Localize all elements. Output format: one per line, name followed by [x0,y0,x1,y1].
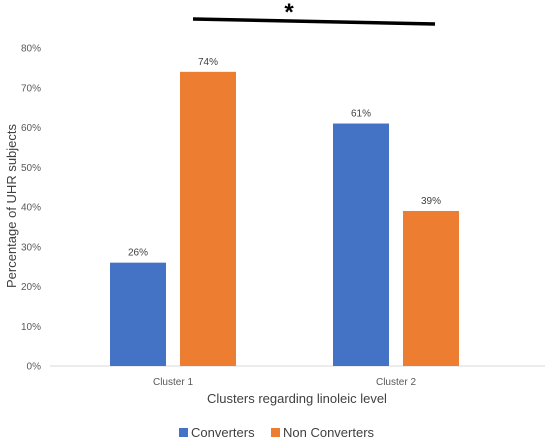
bars [110,71,459,367]
bar-converters-cluster-2 [333,123,389,367]
y-axis-title: Percentage of UHR subjects [4,123,19,288]
y-tick-label: 80% [21,44,41,55]
legend-label: Converters [191,425,255,440]
y-tick-label: 70% [21,83,41,94]
legend-swatch [179,428,188,437]
data-label: 26% [128,248,148,259]
x-axis-ticks: Cluster 1 Cluster 2 [153,377,416,388]
y-axis-ticks: 0% 10% 20% 30% 40% 50% 60% 70% 80% [21,44,41,373]
bar-converters-cluster-1 [110,262,166,366]
y-tick-label: 10% [21,322,41,333]
legend: Converters Non Converters [179,425,375,440]
y-tick-label: 0% [27,362,42,373]
y-tick-label: 30% [21,242,41,253]
y-tick-label: 60% [21,123,41,134]
x-tick-label: Cluster 1 [153,377,193,388]
x-tick-label: Cluster 2 [376,377,416,388]
data-labels: 26% 74% 61% 39% [128,57,441,259]
bar-non-converters-cluster-2 [403,210,459,366]
bar-non-converters-cluster-1 [180,71,236,366]
significance-marker: * [284,0,294,26]
y-tick-label: 50% [21,163,41,174]
data-label: 39% [421,196,441,207]
data-label: 74% [198,57,218,68]
y-tick-label: 20% [21,282,41,293]
y-tick-label: 40% [21,203,41,214]
legend-swatch [271,428,280,437]
data-label: 61% [351,109,371,120]
significance-bracket [192,17,436,26]
x-axis-title: Clusters regarding linoleic level [207,391,387,406]
legend-label: Non Converters [283,425,375,440]
